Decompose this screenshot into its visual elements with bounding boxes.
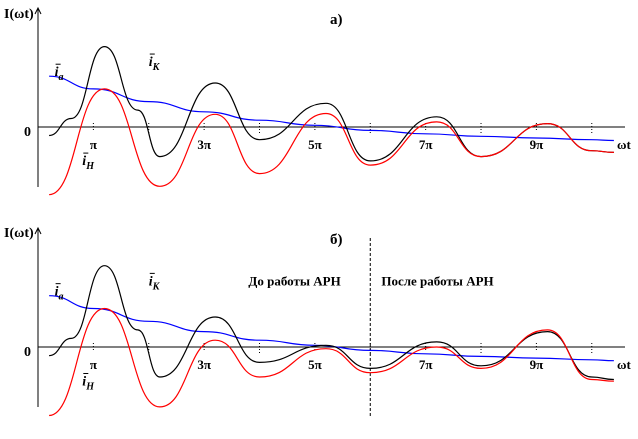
chart-panel-1 xyxy=(34,6,625,196)
x-tick-label: 7π xyxy=(419,357,433,372)
annotation: После работы АРН xyxy=(381,273,493,288)
chart-title: б) xyxy=(330,232,343,248)
x-axis-label: ωt xyxy=(617,137,632,152)
x-axis-label: ωt xyxy=(617,357,632,372)
y-axis-label: I(ωt) xyxy=(4,226,34,241)
chart-title: а) xyxy=(330,12,343,28)
x-tick-label: 9π xyxy=(530,137,544,152)
origin-label: 0 xyxy=(24,345,31,360)
x-tick-label: 9π xyxy=(530,357,544,372)
curve-label-iа: iа xyxy=(55,285,64,303)
curve-label-iН: iН xyxy=(82,154,95,172)
chart-panel-2 xyxy=(34,226,625,417)
curve-label-iК: iК xyxy=(149,55,161,73)
series-line-iа xyxy=(49,295,614,362)
x-tick-label: 5π xyxy=(308,357,322,372)
x-tick-label: 7π xyxy=(419,137,433,152)
curve-label-iН: iН xyxy=(82,375,95,393)
x-tick-label: 3π xyxy=(197,137,211,152)
series-line-iа xyxy=(49,75,614,142)
y-axis-arrow xyxy=(34,6,42,15)
curve-label-iК: iК xyxy=(149,274,161,292)
series-line-iН xyxy=(49,88,614,196)
origin-label: 0 xyxy=(24,125,31,140)
series-line-iН xyxy=(49,307,614,417)
x-tick-label: 3π xyxy=(197,357,211,372)
series-line-iК xyxy=(49,265,614,381)
y-axis-arrow xyxy=(34,226,42,235)
x-tick-label: π xyxy=(90,137,97,152)
curve-label-iа: iа xyxy=(55,65,64,83)
x-tick-label: 5π xyxy=(308,137,322,152)
y-axis-label: I(ωt) xyxy=(4,7,34,22)
annotation: До работы АРН xyxy=(248,273,340,288)
x-tick-label: π xyxy=(90,357,97,372)
